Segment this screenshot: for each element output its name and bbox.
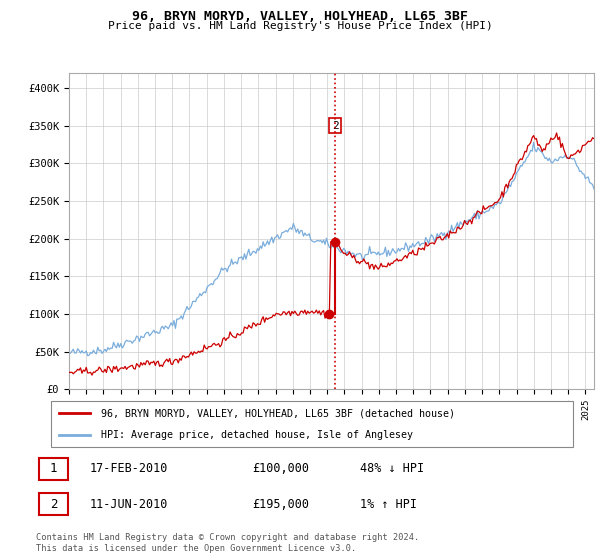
Text: 2: 2: [332, 120, 338, 130]
Text: 48% ↓ HPI: 48% ↓ HPI: [360, 463, 424, 475]
Text: Contains HM Land Registry data © Crown copyright and database right 2024.
This d: Contains HM Land Registry data © Crown c…: [36, 533, 419, 553]
Text: £195,000: £195,000: [252, 497, 309, 511]
Text: Price paid vs. HM Land Registry's House Price Index (HPI): Price paid vs. HM Land Registry's House …: [107, 21, 493, 31]
Text: £100,000: £100,000: [252, 463, 309, 475]
Text: 11-JUN-2010: 11-JUN-2010: [90, 497, 169, 511]
Text: 17-FEB-2010: 17-FEB-2010: [90, 463, 169, 475]
Text: 96, BRYN MORYD, VALLEY, HOLYHEAD, LL65 3BF (detached house): 96, BRYN MORYD, VALLEY, HOLYHEAD, LL65 3…: [101, 408, 455, 418]
Text: 1% ↑ HPI: 1% ↑ HPI: [360, 497, 417, 511]
Text: 96, BRYN MORYD, VALLEY, HOLYHEAD, LL65 3BF: 96, BRYN MORYD, VALLEY, HOLYHEAD, LL65 3…: [132, 10, 468, 23]
Text: 2: 2: [50, 497, 58, 511]
Text: HPI: Average price, detached house, Isle of Anglesey: HPI: Average price, detached house, Isle…: [101, 430, 413, 440]
FancyBboxPatch shape: [39, 493, 68, 515]
FancyBboxPatch shape: [39, 458, 68, 480]
Text: 1: 1: [50, 463, 58, 475]
FancyBboxPatch shape: [50, 402, 574, 447]
